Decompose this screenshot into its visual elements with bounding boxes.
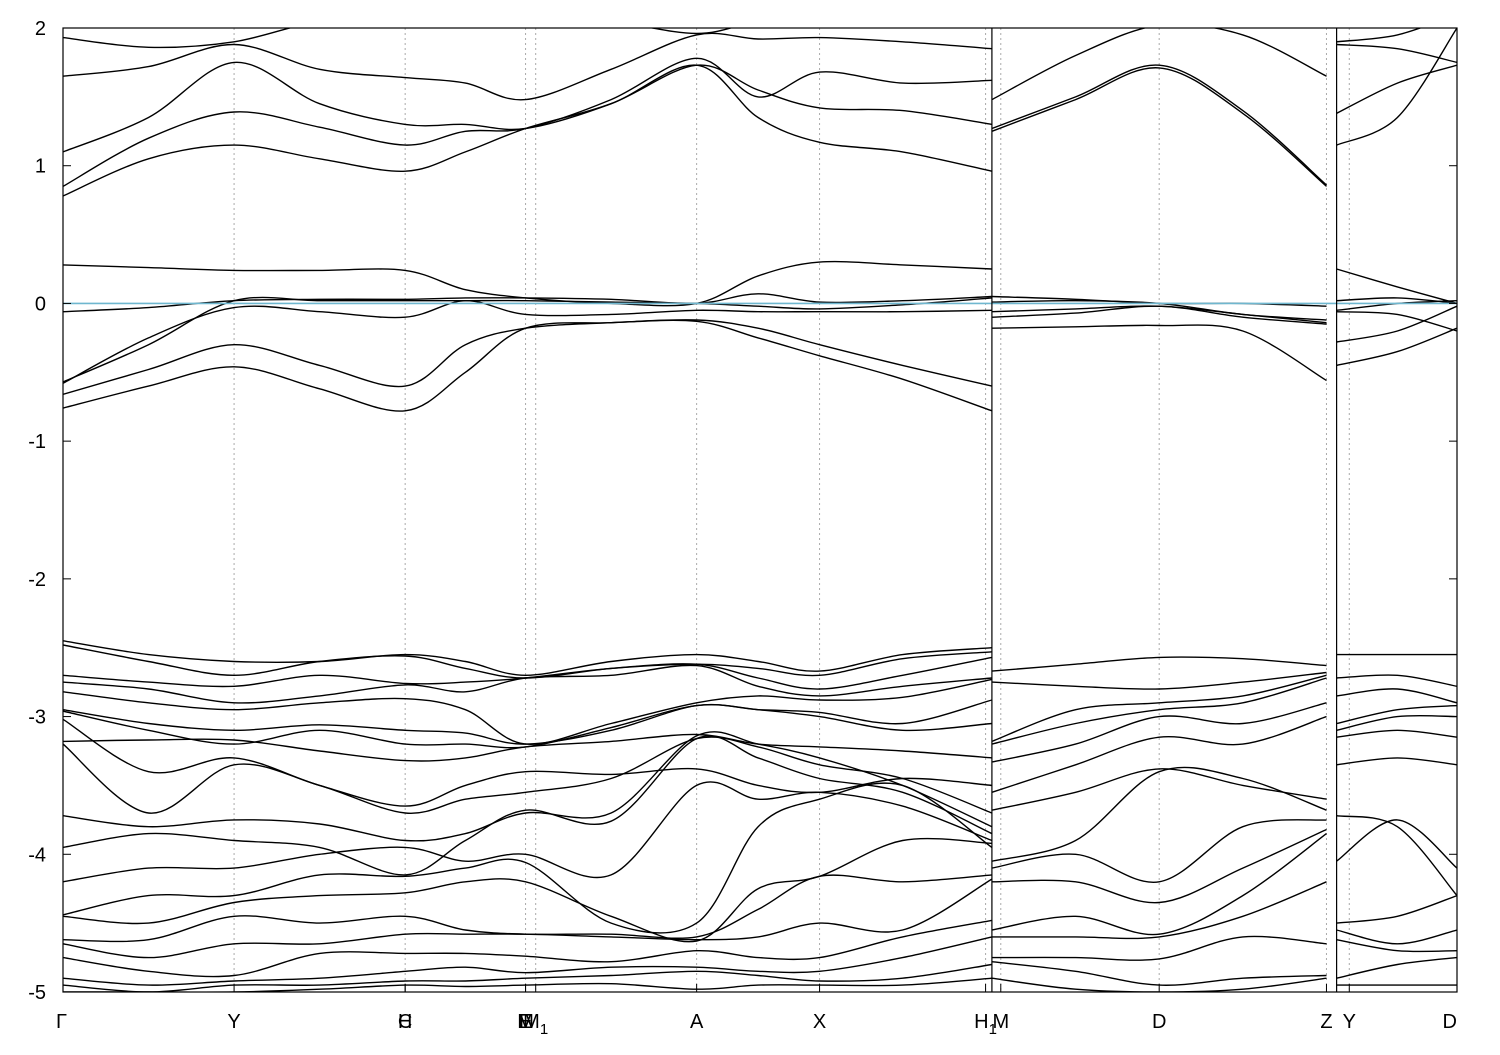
x-tick-label: C [398, 1011, 412, 1033]
x-tick-label: M [992, 1011, 1009, 1033]
panel-breaks-layer [991, 28, 1338, 992]
x-tick-label: D [1152, 1011, 1166, 1033]
y-tick-label: -3 [28, 707, 46, 729]
band-line-seg1-20 [991, 935, 1327, 961]
band-line-seg1-10 [991, 674, 1327, 743]
band-line-seg2-22 [1336, 956, 1457, 979]
band-line-seg1-22 [991, 977, 1327, 992]
band-line-seg0-4 [63, 64, 993, 197]
band-line-seg1-1 [991, 64, 1327, 186]
band-line-seg0-10 [63, 319, 993, 412]
band-line-seg1-18 [991, 833, 1327, 936]
band-line-seg2-17 [1336, 815, 1457, 897]
band-line-seg0-24 [63, 782, 993, 934]
band-line-seg0-29 [63, 936, 993, 986]
band-line-seg1-13 [991, 715, 1327, 793]
band-line-seg2-0 [1336, 28, 1423, 43]
grid-layer [233, 28, 1350, 992]
x-tick-label: H1 [974, 1011, 997, 1038]
x-tick-label: Γ [56, 1011, 67, 1033]
band-line-seg0-20 [63, 736, 993, 814]
band-line-seg1-15 [991, 766, 1327, 862]
y-tick-label: 2 [35, 18, 46, 40]
y-tick-label: -5 [28, 982, 46, 1004]
x-tick-label: M1 [523, 1011, 548, 1038]
x-tick-label: Y [227, 1011, 240, 1033]
band-line-seg1-14 [991, 768, 1327, 811]
band-line-seg0-8 [63, 299, 992, 384]
band-line-seg2-7 [1336, 311, 1457, 332]
band-line-seg0-16 [63, 699, 993, 745]
band-line-seg1-11 [991, 677, 1327, 745]
band-line-seg1-2 [991, 67, 1327, 187]
x-tick-label: D [1443, 1011, 1457, 1033]
x-tick-label: E [519, 1011, 532, 1033]
band-line-seg2-12 [1336, 688, 1457, 704]
y-tick-label: 0 [35, 293, 46, 315]
band-line-seg1-12 [991, 702, 1327, 763]
band-line-seg2-4 [1336, 268, 1457, 305]
band-line-seg2-14 [1336, 714, 1457, 731]
plot-frame [62, 27, 1458, 993]
band-line-seg0-30 [63, 963, 993, 992]
x-tick-label: H [398, 1011, 412, 1033]
y-ticks-layer: -5 -4 -3 -2 -1 0 1 2 [28, 18, 1457, 1004]
band-line-seg0-18 [63, 733, 992, 762]
band-line-seg0-14 [63, 664, 992, 704]
band-line-seg0-27 [63, 878, 993, 959]
y-tick-label: -1 [28, 431, 46, 453]
y-tick-label: -2 [28, 569, 46, 591]
band-line-seg1-6 [991, 305, 1327, 325]
band-line-seg2-1 [1336, 43, 1457, 64]
band-line-seg1-0 [991, 28, 1327, 101]
y-tick-label: -4 [28, 844, 46, 866]
band-line-seg2-13 [1336, 704, 1457, 725]
band-line-seg2-15 [1336, 729, 1457, 738]
x-tick-label: Z [1320, 1011, 1332, 1033]
y-tick-label: 1 [35, 156, 46, 178]
band-line-seg0-11 [63, 640, 992, 677]
x-tick-label: A [690, 1011, 704, 1033]
band-line-seg1-7 [991, 324, 1327, 382]
band-line-seg2-20 [1336, 929, 1457, 945]
band-line-seg2-19 [1336, 894, 1457, 924]
x-tick-label: M [517, 1011, 534, 1033]
band-line-seg2-8 [1336, 305, 1457, 343]
band-line-seg2-16 [1336, 757, 1457, 766]
band-line-seg2-5 [1336, 297, 1457, 305]
band-line-seg0-0 [63, 28, 734, 49]
x-tick-label: X [813, 1011, 826, 1033]
band-line-seg2-3 [1336, 28, 1457, 146]
band-line-seg0-21 [63, 731, 993, 842]
band-line-seg1-16 [991, 819, 1327, 883]
band-line-seg1-19 [991, 881, 1327, 940]
band-line-seg0-23 [63, 781, 993, 883]
axes-layer [62, 27, 1458, 993]
band-line-seg0-22 [63, 735, 993, 876]
band-line-seg0-28 [63, 919, 993, 978]
band-line-seg2-9 [1336, 327, 1457, 367]
band-line-seg1-8 [991, 656, 1327, 672]
band-line-seg2-11 [1336, 674, 1457, 687]
band-line-seg0-1 [63, 32, 992, 101]
band-line-seg2-18 [1336, 819, 1457, 869]
band-line-seg2-21 [1336, 939, 1457, 953]
band-line-seg2-2 [1336, 64, 1457, 115]
band-line-seg1-9 [991, 671, 1327, 690]
band-line-seg1-17 [991, 828, 1327, 904]
x-tick-label: Y [1343, 1011, 1356, 1033]
band-line-seg0-7 [63, 296, 992, 383]
